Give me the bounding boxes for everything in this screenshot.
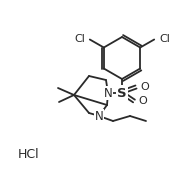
Text: Cl: Cl bbox=[159, 33, 170, 43]
Text: O: O bbox=[138, 96, 147, 106]
Text: O: O bbox=[140, 82, 149, 92]
Text: HCl: HCl bbox=[18, 147, 40, 161]
Text: N: N bbox=[104, 86, 112, 100]
Text: Cl: Cl bbox=[74, 33, 85, 43]
Text: N: N bbox=[95, 110, 103, 122]
Text: N: N bbox=[104, 86, 112, 100]
Text: S: S bbox=[117, 86, 127, 100]
